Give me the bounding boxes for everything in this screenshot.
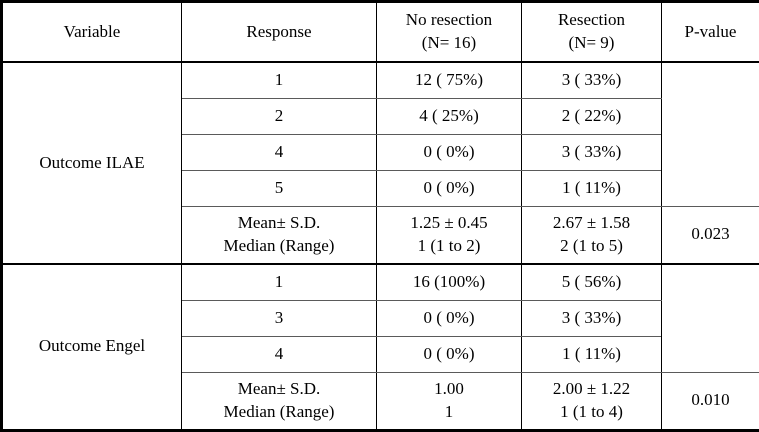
- response-cell: 3: [182, 300, 377, 336]
- no-resection-cell: 0 ( 0%): [377, 300, 522, 336]
- header-no-resection-line2: (N= 16): [381, 32, 517, 55]
- header-no-resection-line1: No resection: [381, 9, 517, 32]
- summary-resection-line1: 2.67 ± 1.58: [526, 212, 657, 235]
- summary-no-resection-cell: 1.25 ± 0.45 1 (1 to 2): [377, 206, 522, 264]
- summary-no-resection-line2: 1 (1 to 2): [381, 235, 517, 258]
- resection-cell: 3 ( 33%): [522, 300, 662, 336]
- summary-resection-line1: 2.00 ± 1.22: [526, 378, 657, 401]
- response-cell: 1: [182, 62, 377, 98]
- no-resection-cell: 12 ( 75%): [377, 62, 522, 98]
- p-value-cell: 0.010: [662, 372, 759, 430]
- summary-no-resection-cell: 1.00 1: [377, 372, 522, 430]
- summary-resection-line2: 1 (1 to 4): [526, 401, 657, 424]
- p-value-empty-cell: [662, 62, 759, 206]
- resection-cell: 1 ( 11%): [522, 170, 662, 206]
- header-resection: Resection (N= 9): [522, 2, 662, 63]
- summary-label-line1: Mean± S.D.: [186, 378, 372, 401]
- summary-resection-cell: 2.00 ± 1.22 1 (1 to 4): [522, 372, 662, 430]
- summary-no-resection-line1: 1.00: [381, 378, 517, 401]
- header-row: Variable Response No resection (N= 16) R…: [2, 2, 759, 63]
- summary-label-cell: Mean± S.D. Median (Range): [182, 206, 377, 264]
- no-resection-cell: 0 ( 0%): [377, 134, 522, 170]
- header-response: Response: [182, 2, 377, 63]
- p-value-empty-cell: [662, 264, 759, 372]
- header-no-resection: No resection (N= 16): [377, 2, 522, 63]
- resection-cell: 5 ( 56%): [522, 264, 662, 300]
- resection-cell: 1 ( 11%): [522, 336, 662, 372]
- no-resection-cell: 0 ( 0%): [377, 336, 522, 372]
- summary-resection-line2: 2 (1 to 5): [526, 235, 657, 258]
- header-p-value: P-value: [662, 2, 759, 63]
- summary-label-cell: Mean± S.D. Median (Range): [182, 372, 377, 430]
- summary-resection-cell: 2.67 ± 1.58 2 (1 to 5): [522, 206, 662, 264]
- variable-cell-outcome-ilae: Outcome ILAE: [2, 62, 182, 264]
- table-row: Outcome Engel 1 16 (100%) 5 ( 56%): [2, 264, 759, 300]
- no-resection-cell: 0 ( 0%): [377, 170, 522, 206]
- header-variable: Variable: [2, 2, 182, 63]
- summary-label-line1: Mean± S.D.: [186, 212, 372, 235]
- summary-label-line2: Median (Range): [186, 235, 372, 258]
- p-value-cell: 0.023: [662, 206, 759, 264]
- no-resection-cell: 16 (100%): [377, 264, 522, 300]
- summary-label-line2: Median (Range): [186, 401, 372, 424]
- resection-cell: 3 ( 33%): [522, 62, 662, 98]
- response-cell: 4: [182, 134, 377, 170]
- header-resection-line1: Resection: [526, 9, 657, 32]
- response-cell: 2: [182, 98, 377, 134]
- response-cell: 5: [182, 170, 377, 206]
- header-resection-line2: (N= 9): [526, 32, 657, 55]
- table-row: Outcome ILAE 1 12 ( 75%) 3 ( 33%): [2, 62, 759, 98]
- resection-cell: 2 ( 22%): [522, 98, 662, 134]
- summary-no-resection-line1: 1.25 ± 0.45: [381, 212, 517, 235]
- summary-no-resection-line2: 1: [381, 401, 517, 424]
- no-resection-cell: 4 ( 25%): [377, 98, 522, 134]
- variable-cell-outcome-engel: Outcome Engel: [2, 264, 182, 430]
- response-cell: 1: [182, 264, 377, 300]
- response-cell: 4: [182, 336, 377, 372]
- resection-cell: 3 ( 33%): [522, 134, 662, 170]
